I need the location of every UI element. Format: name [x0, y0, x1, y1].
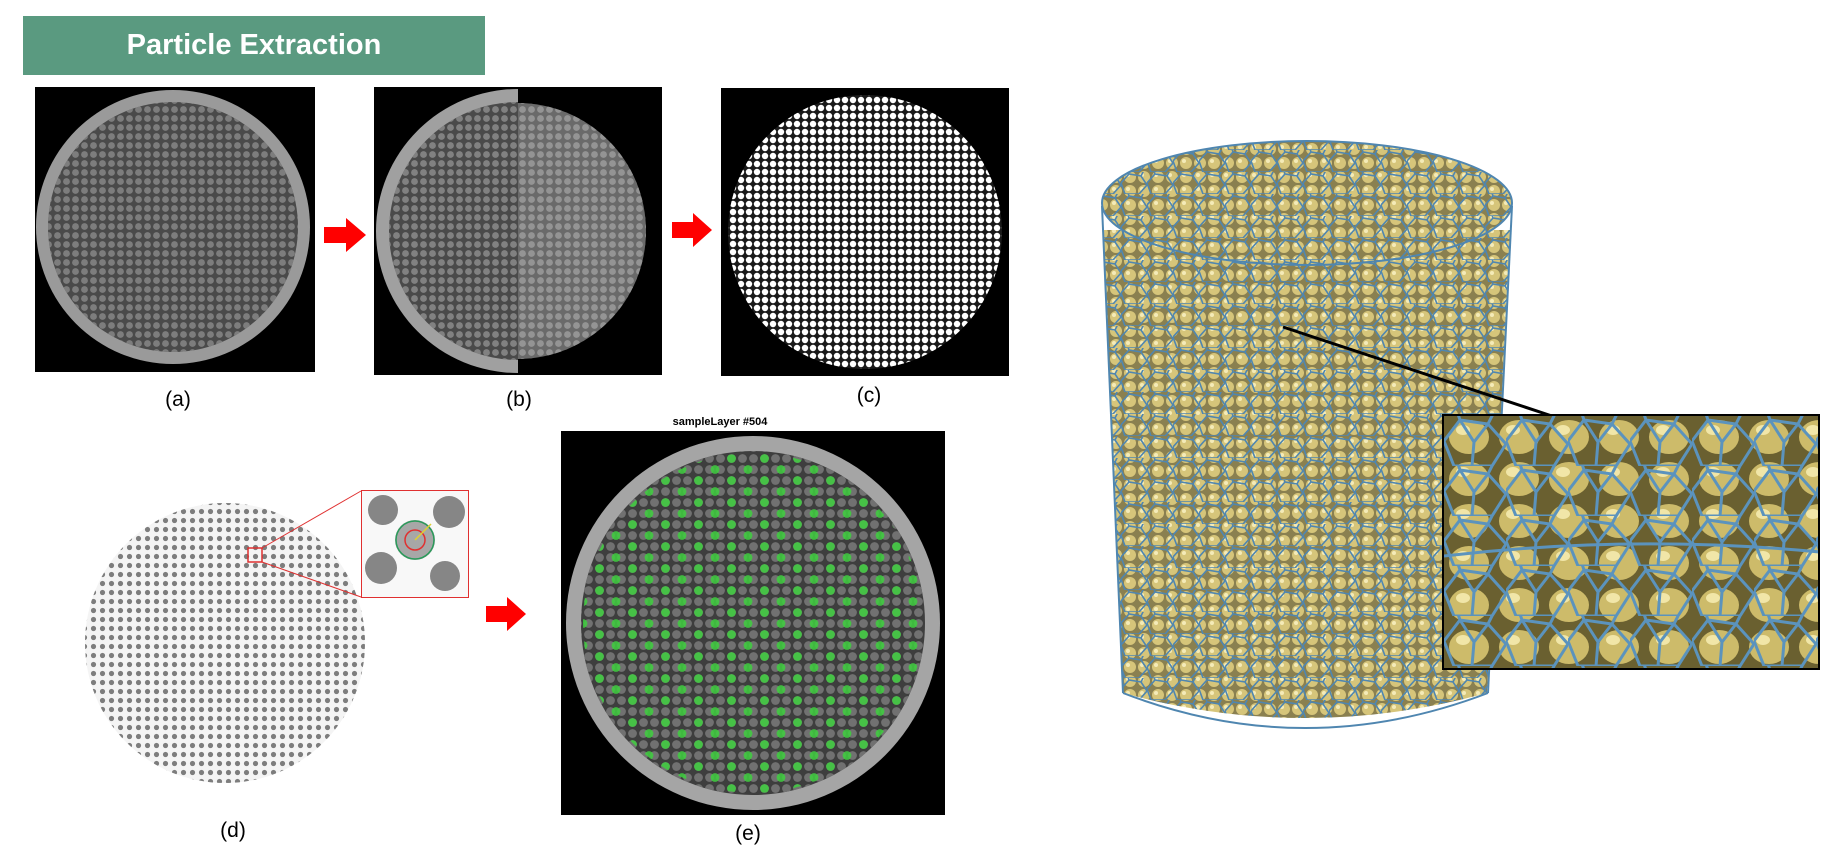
zoom-callout-line	[1282, 325, 1553, 418]
panel-c-binarized-slice	[721, 88, 1009, 376]
voronoi-cylinder-image	[1101, 140, 1513, 729]
panel-a-raw-ct-slice	[35, 87, 315, 372]
right-arrow-icon	[486, 597, 526, 631]
voronoi-zoom-inset	[1442, 414, 1820, 670]
panel-a-image	[36, 90, 310, 364]
right-arrow-icon	[672, 213, 712, 247]
panel-e-detected-particles	[561, 431, 945, 815]
panel-e-title: sampleLayer #504	[672, 416, 768, 428]
banner-title: Particle Extraction	[126, 29, 382, 61]
caption-c: (c)	[856, 384, 882, 407]
caption-a: (a)	[165, 388, 191, 411]
caption-d: (d)	[220, 819, 246, 842]
zoom-region-marker	[247, 547, 263, 563]
panel-b-correction-comparison	[374, 87, 662, 375]
voronoi-cylinder-render	[1095, 128, 1530, 793]
panel-d-distance-map	[80, 498, 370, 788]
panel-e-image	[566, 436, 940, 810]
section-banner: Particle Extraction	[23, 16, 485, 75]
panel-d-inset	[361, 490, 469, 598]
caption-b: (b)	[506, 388, 532, 411]
right-arrow-icon	[324, 218, 366, 252]
inset-callout-lines	[261, 490, 362, 598]
panel-b-image	[376, 89, 646, 373]
panel-d-image	[85, 503, 365, 783]
panel-c-image	[728, 95, 1002, 369]
caption-e: (e)	[735, 822, 761, 845]
